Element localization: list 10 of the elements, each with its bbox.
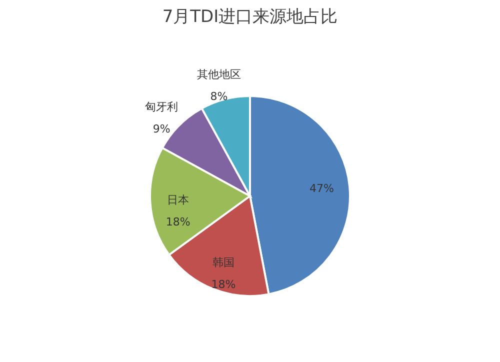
data-label: 9%: [152, 122, 170, 136]
data-label: 18%: [166, 216, 190, 229]
slice-label: 其他地区: [196, 68, 241, 81]
slice-label: 韩国: [212, 256, 234, 269]
data-label: 8%: [210, 90, 228, 103]
slice-label: 匈牙利: [145, 100, 178, 114]
data-label: 47%: [309, 182, 334, 196]
chart-title: 7月TDI进口来源地占比: [162, 7, 338, 27]
slice-label: 日本: [167, 194, 190, 207]
data-label: 18%: [211, 278, 236, 291]
